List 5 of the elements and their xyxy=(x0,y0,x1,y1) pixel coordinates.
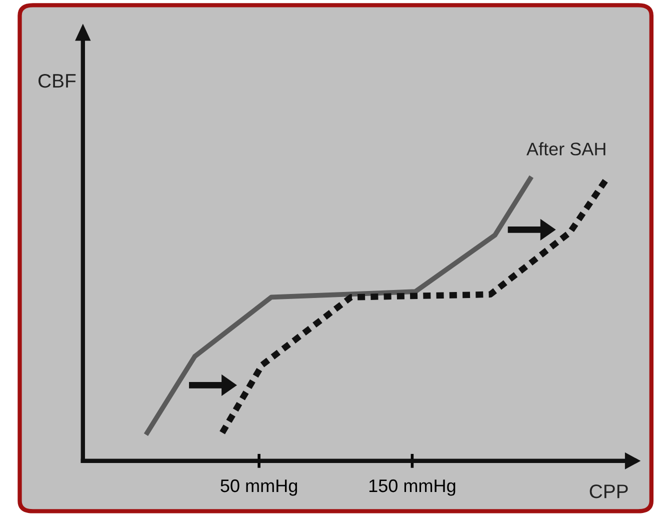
x-axis-title: CPP xyxy=(590,484,628,498)
text: CBF xyxy=(38,74,76,88)
x-tick-label: 50 mmHg xyxy=(220,479,298,496)
series-label: After SAH xyxy=(526,142,606,156)
x-tick-label: 150 mmHg xyxy=(369,479,456,496)
